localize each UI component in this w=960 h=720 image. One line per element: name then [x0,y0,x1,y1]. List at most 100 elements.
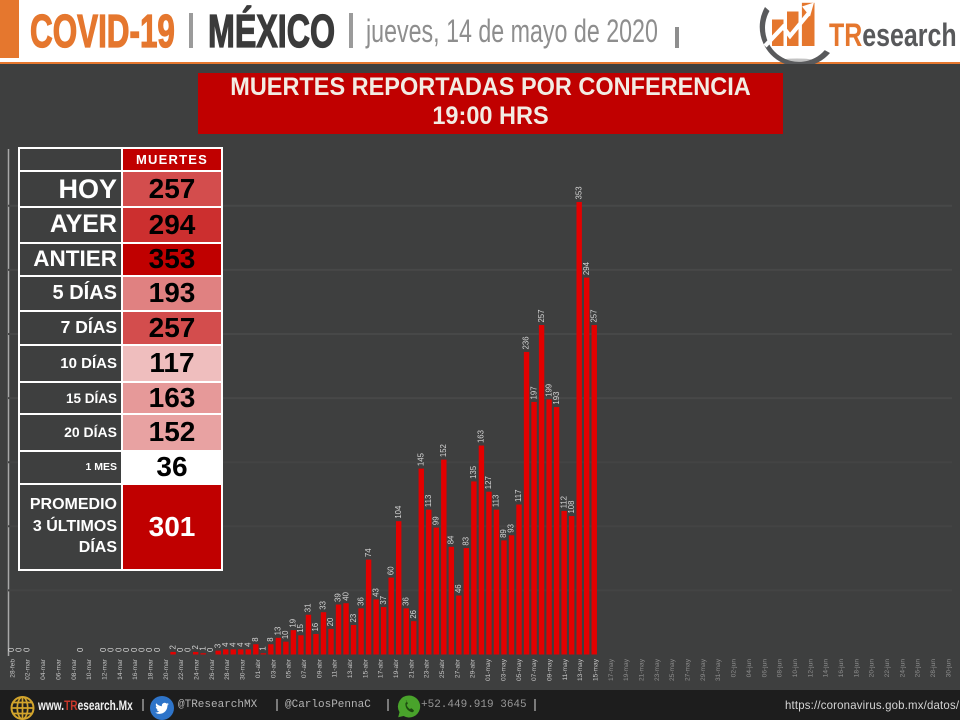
svg-text:23-may: 23-may [654,658,661,681]
svg-text:0: 0 [153,647,162,652]
svg-text:2: 2 [191,645,200,649]
svg-text:60: 60 [386,566,395,575]
svg-text:14-jun: 14-jun [823,659,830,678]
svg-text:2: 2 [168,645,177,649]
svg-text:11-abr: 11-abr [332,658,339,677]
svg-text:28-mar: 28-mar [224,658,231,680]
svg-text:113: 113 [424,495,433,507]
svg-text:22-jun: 22-jun [884,659,891,678]
svg-text:33: 33 [319,601,328,610]
svg-text:14-mar: 14-mar [117,658,124,680]
svg-text:21-abr: 21-abr [408,658,415,678]
svg-text:152: 152 [439,444,448,457]
svg-text:18-mar: 18-mar [148,658,155,680]
svg-text:0: 0 [130,647,139,652]
svg-text:21-may: 21-may [639,658,646,681]
svg-text:15-may: 15-may [592,658,599,681]
svg-text:294: 294 [582,261,591,275]
svg-text:104: 104 [394,505,403,519]
svg-text:16-jun: 16-jun [838,659,845,678]
svg-text:24-mar: 24-mar [194,658,201,680]
svg-text:12-jun: 12-jun [807,659,814,678]
svg-text:28-feb: 28-feb [9,659,16,678]
svg-text:199: 199 [544,384,553,397]
svg-text:22-mar: 22-mar [178,658,185,680]
svg-text:10-jun: 10-jun [792,659,799,678]
svg-text:20-mar: 20-mar [163,658,170,680]
svg-text:84: 84 [447,535,456,544]
svg-text:99: 99 [432,516,441,525]
svg-text:19-may: 19-may [623,658,630,681]
svg-text:31-may: 31-may [715,658,722,681]
svg-text:4: 4 [244,642,253,647]
svg-text:4: 4 [221,642,230,647]
svg-text:07-abr: 07-abr [301,658,308,678]
svg-text:117: 117 [514,490,523,502]
svg-text:13: 13 [274,627,283,636]
svg-text:4: 4 [228,642,237,647]
svg-text:353: 353 [574,186,583,199]
svg-text:07-may: 07-may [531,658,538,681]
svg-text:163: 163 [477,430,486,443]
svg-text:0: 0 [183,647,192,652]
svg-text:24-jun: 24-jun [899,659,906,678]
svg-text:09-abr: 09-abr [316,658,323,678]
svg-text:0: 0 [15,647,24,652]
svg-text:30-mar: 30-mar [240,658,247,680]
svg-text:89: 89 [499,529,508,538]
svg-text:19: 19 [289,619,298,628]
svg-text:0: 0 [137,647,146,652]
svg-text:83: 83 [462,537,471,546]
svg-text:13-may: 13-may [577,658,584,681]
svg-text:39: 39 [334,593,343,602]
svg-text:193: 193 [552,392,561,405]
svg-text:20-jun: 20-jun [869,659,876,678]
svg-text:0: 0 [176,647,185,652]
svg-text:04-mar: 04-mar [40,658,47,680]
svg-text:26-mar: 26-mar [209,658,216,680]
svg-text:31: 31 [304,604,313,613]
svg-text:8: 8 [251,637,260,641]
svg-text:40: 40 [341,591,350,600]
svg-text:25-may: 25-may [669,658,676,681]
svg-text:0: 0 [7,647,16,652]
svg-text:04-jun: 04-jun [746,659,753,678]
svg-text:13-abr: 13-abr [347,658,354,678]
svg-text:02-jun: 02-jun [731,659,738,678]
svg-text:0: 0 [122,647,131,652]
svg-text:36: 36 [356,597,365,606]
svg-text:37: 37 [379,596,388,605]
svg-text:11-may: 11-may [562,658,569,680]
svg-text:112: 112 [559,496,568,508]
svg-text:1: 1 [259,646,268,650]
svg-text:16-mar: 16-mar [132,658,139,680]
svg-text:28-jun: 28-jun [930,659,937,678]
svg-text:09-may: 09-may [546,658,553,681]
svg-text:25-abr: 25-abr [439,658,446,678]
svg-text:93: 93 [507,524,516,533]
svg-text:29-may: 29-may [700,658,707,681]
svg-text:3: 3 [213,644,222,648]
svg-text:236: 236 [522,336,531,349]
svg-text:20: 20 [326,617,335,626]
svg-text:27-abr: 27-abr [454,658,461,678]
svg-text:03-may: 03-may [500,658,507,681]
svg-text:0: 0 [99,647,108,652]
svg-text:127: 127 [484,476,493,489]
svg-text:0: 0 [114,647,123,652]
svg-text:108: 108 [567,501,576,514]
svg-text:03-abr: 03-abr [270,658,277,678]
svg-text:1: 1 [198,646,207,650]
svg-text:8: 8 [266,637,275,641]
svg-text:12-mar: 12-mar [101,658,108,680]
svg-text:257: 257 [589,310,598,323]
svg-text:15-abr: 15-abr [362,658,369,678]
svg-text:05-abr: 05-abr [286,658,293,678]
svg-text:01-abr: 01-abr [255,658,262,678]
svg-text:0: 0 [107,647,116,652]
svg-text:08-mar: 08-mar [71,658,78,680]
svg-text:10-mar: 10-mar [86,658,93,680]
svg-text:02-mar: 02-mar [25,658,32,680]
svg-text:10: 10 [281,630,290,639]
svg-text:19-abr: 19-abr [393,658,400,678]
